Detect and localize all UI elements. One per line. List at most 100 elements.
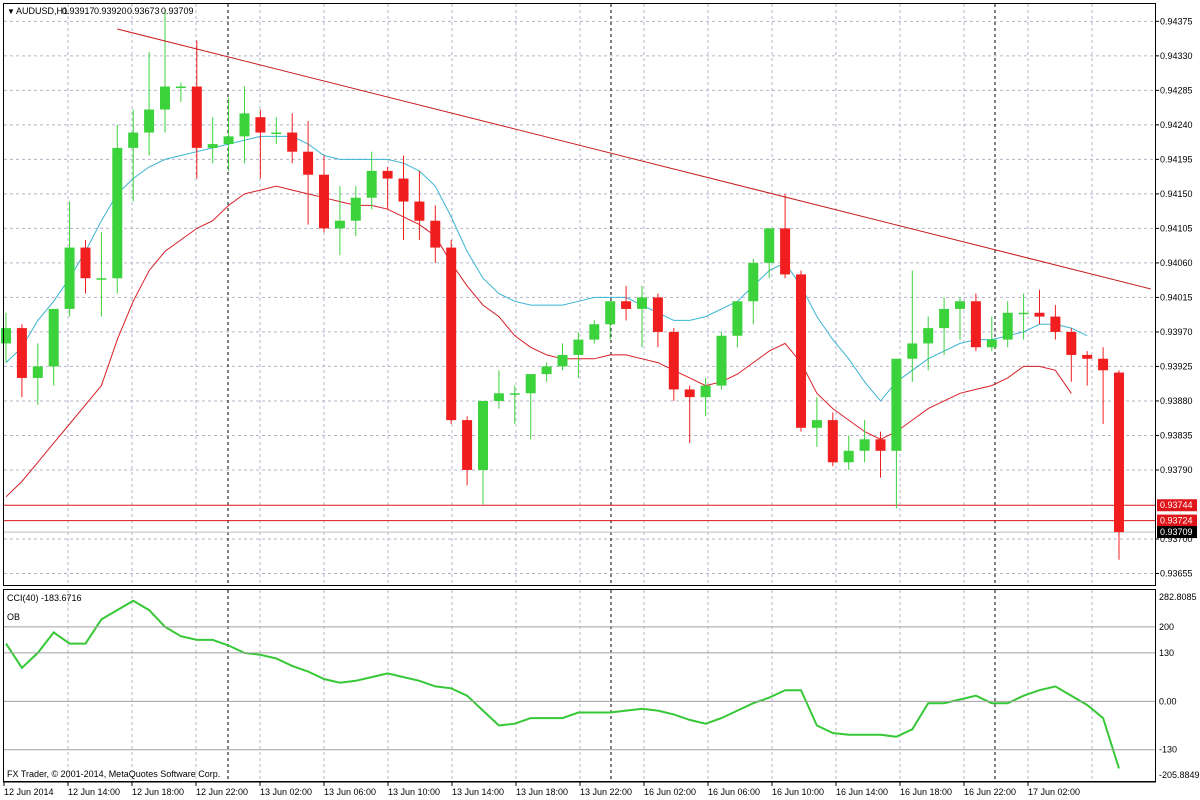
candle-body (827, 420, 838, 463)
price-tick-label: 0.94015 (1160, 292, 1193, 302)
candle-body (430, 220, 441, 248)
candle-body (462, 420, 473, 470)
header-menu-arrow[interactable]: ▼ (7, 7, 15, 16)
cci-level-label: 0.00 (1159, 696, 1177, 706)
time-tick-label: 16 Jun 22:00 (964, 787, 1016, 797)
candle (493, 370, 504, 409)
candle (414, 170, 425, 240)
candle-body (541, 366, 552, 375)
time-tick-label: 13 Jun 06:00 (324, 787, 376, 797)
candle (80, 239, 91, 294)
price-tick-label: 0.94060 (1160, 258, 1193, 268)
time-tick-label: 16 Jun 02:00 (644, 787, 696, 797)
candle-body (891, 358, 902, 451)
candle-body (191, 86, 202, 148)
price-tick-label: 0.93835 (1160, 430, 1193, 440)
price-tick-label: 0.93655 (1160, 568, 1193, 578)
candle-body (605, 301, 616, 325)
price-tag-box (1157, 499, 1197, 512)
trendline[interactable] (117, 28, 1151, 290)
price-tag-label: 0.93709 (1160, 527, 1193, 537)
candle-body (271, 132, 282, 135)
candle (175, 82, 186, 102)
candle-body (875, 439, 886, 451)
candle-body (923, 328, 934, 344)
candle-body (668, 331, 679, 390)
candle (732, 301, 743, 348)
candle (430, 205, 441, 263)
candle (1082, 351, 1093, 386)
time-tick-label: 12 Jun 18:00 (132, 787, 184, 797)
candle (303, 121, 314, 225)
candle-body (652, 297, 663, 332)
candle-body (207, 144, 218, 148)
candle (891, 358, 902, 509)
candle (96, 232, 107, 317)
price-tag-box (1157, 526, 1197, 539)
time-axis: 12 Jun 2014 12 Jun 14:00 12 Jun 18:00 12 Ju… (3, 782, 1080, 797)
ma-fast-line (5, 135, 1088, 402)
candle-body (907, 343, 918, 359)
ma-fast-series (5, 135, 1088, 402)
candle-body (319, 174, 329, 229)
candle (382, 167, 393, 210)
price-tick-label: 0.93700 (1160, 534, 1193, 544)
trendline-segment[interactable] (117, 28, 1151, 290)
candle-body (144, 109, 155, 133)
candle (923, 316, 934, 371)
candle (716, 331, 727, 390)
candle (207, 117, 218, 164)
candle (350, 186, 361, 237)
candlesticks (1, 9, 1124, 560)
time-tick-label: 13 Jun 14:00 (452, 787, 504, 797)
price-tag-label: 0.93724 (1160, 516, 1193, 526)
candle-body (1066, 331, 1077, 355)
price-tag: 0.93724 (1157, 514, 1197, 527)
time-tick-label: 16 Jun 18:00 (900, 787, 952, 797)
header-high: 0.93920 (94, 6, 127, 16)
candle-body (382, 170, 393, 179)
price-tick-label: 0.93790 (1160, 465, 1193, 475)
candle-body (970, 301, 981, 348)
candle (1034, 289, 1045, 325)
time-tick-label: 13 Jun 18:00 (516, 787, 568, 797)
candle (652, 293, 663, 348)
horizontal-price-lines[interactable] (4, 504, 1155, 533)
cci-bottom-label: -205.8849 (1159, 770, 1200, 780)
header-close: 0.93709 (161, 6, 194, 16)
cci-level-box (1156, 743, 1178, 756)
price-tick-label: 0.93925 (1160, 361, 1193, 371)
candle (955, 297, 965, 340)
cci-level-label: 130 (1159, 648, 1174, 658)
candle-body (621, 301, 632, 309)
candle (160, 9, 170, 133)
candle (827, 412, 838, 467)
candle (1066, 328, 1077, 382)
candle (509, 385, 520, 424)
candle (446, 239, 457, 424)
candle-body (1114, 372, 1124, 533)
candle-body (1018, 312, 1029, 315)
cci-top-label: 282.8085 (1159, 592, 1197, 602)
candle-body (509, 393, 520, 395)
candle (541, 362, 552, 382)
candle (223, 98, 234, 171)
candle (859, 420, 870, 463)
candle (319, 155, 329, 233)
candle-body (80, 247, 91, 279)
candle-body (493, 393, 504, 401)
price-tag-box (1157, 514, 1197, 527)
price-tick-label: 0.94240 (1160, 120, 1193, 130)
candle (875, 431, 886, 478)
candle (334, 186, 345, 256)
candle (128, 109, 139, 202)
candle-body (748, 262, 759, 302)
candle (1050, 305, 1061, 340)
candle-body (955, 301, 965, 309)
candle-body (1082, 354, 1093, 359)
candle-body (478, 400, 488, 470)
candle-body (303, 151, 314, 175)
candle-body (1002, 312, 1013, 340)
